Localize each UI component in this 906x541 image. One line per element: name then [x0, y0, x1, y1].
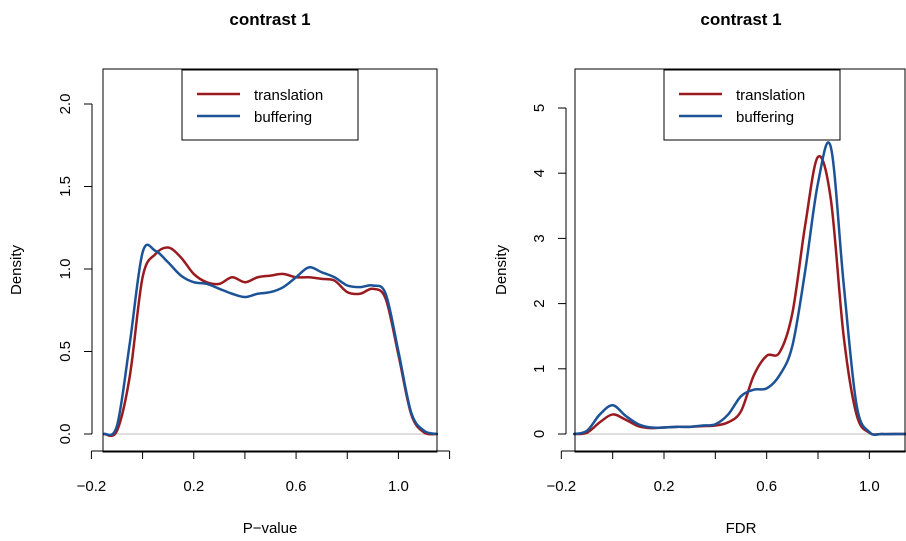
panel-fdr-series-buffering-line: [572, 141, 906, 436]
panel-fdr-x-tick-label: −0.2: [547, 478, 577, 495]
panel-pvalue-series: [102, 243, 439, 438]
panel-pvalue-series-translation-line: [102, 246, 439, 438]
panel-pvalue-x-tick-label: −0.2: [77, 478, 107, 495]
panel-fdr-legend-label-translation: translation: [736, 87, 805, 104]
panel-pvalue-y-tick-label: 1.0: [57, 259, 74, 280]
panel-pvalue-legend-box: [181, 69, 359, 141]
panel-fdr-legend-box: [663, 69, 841, 141]
panel-fdr-series: [572, 141, 906, 436]
panel-fdr-y-axis-label: Density: [493, 244, 510, 295]
panel-fdr-series-translation-line: [572, 154, 906, 436]
panel-pvalue-x-tick-label: 0.6: [286, 478, 307, 495]
panel-pvalue-x-axis: −0.2 0.2 0.6 1.0: [77, 450, 451, 495]
panel-pvalue-y-axis: 0.0 0.5 1.0 1.5 2.0: [57, 94, 93, 445]
panel-fdr-y-tick-label: 1: [531, 365, 548, 373]
panel-pvalue-x-tick-label: 0.2: [183, 478, 204, 495]
panel-fdr-x-tick-label: 0.6: [756, 478, 777, 495]
panel-fdr-legend: translation buffering: [663, 69, 841, 141]
panel-fdr-y-axis: 0 1 2 3 4 5: [531, 104, 567, 438]
panel-pvalue-y-tick-label: 2.0: [57, 94, 74, 115]
panel-fdr-y-tick-label: 5: [531, 104, 548, 112]
panel-pvalue-legend-label-translation: translation: [254, 87, 323, 104]
panel-fdr-x-tick-label: 1.0: [859, 478, 880, 495]
panel-pvalue-title: contrast 1: [229, 10, 310, 29]
panel-pvalue-x-tick-label: 1.0: [388, 478, 409, 495]
panel-pvalue-x-axis-label: P−value: [243, 520, 298, 537]
panel-pvalue-y-tick-label: 0.5: [57, 341, 74, 362]
panel-fdr-title: contrast 1: [700, 10, 781, 29]
panel-fdr-x-axis: −0.2 0.2 0.6 1.0: [547, 450, 906, 495]
panel-fdr-x-axis-label: FDR: [726, 520, 757, 537]
panel-pvalue-series-buffering-line: [102, 243, 439, 437]
panel-pvalue-y-tick-label: 1.5: [57, 176, 74, 197]
panel-pvalue-plot-frame: [102, 68, 438, 453]
panel-fdr-y-tick-label: 2: [531, 299, 548, 307]
panel-pvalue: contrast 1 translation buffering −0.2 0.2…: [8, 10, 451, 537]
panel-fdr-y-tick-label: 4: [531, 169, 548, 177]
panel-fdr-x-tick-label: 0.2: [654, 478, 675, 495]
panel-pvalue-y-tick-label: 0.0: [57, 424, 74, 445]
panel-pvalue-y-axis-label: Density: [8, 244, 25, 295]
panel-fdr-y-tick-label: 3: [531, 234, 548, 242]
panel-fdr: contrast 1 translation buffering −0.2 0.2…: [493, 10, 906, 537]
panel-pvalue-legend-label-buffering: buffering: [254, 109, 312, 126]
panel-pvalue-legend: translation buffering: [181, 69, 359, 141]
panel-fdr-legend-label-buffering: buffering: [736, 109, 794, 126]
panel-fdr-plot-frame: [574, 68, 906, 453]
panel-fdr-y-tick-label: 0: [531, 430, 548, 438]
